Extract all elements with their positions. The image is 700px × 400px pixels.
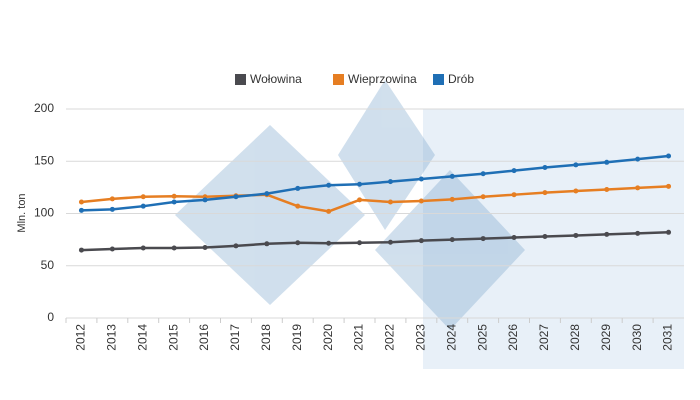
data-point <box>357 181 363 187</box>
data-point <box>109 196 115 202</box>
data-point <box>295 203 301 209</box>
data-point <box>480 171 486 177</box>
data-point <box>264 241 270 247</box>
data-point <box>202 244 208 250</box>
data-point <box>635 230 641 236</box>
data-point <box>542 233 548 239</box>
data-point <box>109 246 115 252</box>
data-point <box>511 192 517 198</box>
data-point <box>78 207 84 213</box>
x-tick-label: 2027 <box>537 324 551 351</box>
data-point <box>78 247 84 253</box>
data-point <box>604 186 610 192</box>
y-tick-label: 0 <box>47 310 54 324</box>
data-point <box>140 245 146 251</box>
data-point <box>542 165 548 171</box>
data-point <box>387 199 393 205</box>
legend-swatch <box>333 74 344 85</box>
data-point <box>233 243 239 249</box>
x-tick-label: 2015 <box>166 324 180 351</box>
data-point <box>635 185 641 191</box>
data-point <box>449 173 455 179</box>
data-point <box>326 240 332 246</box>
data-point <box>666 153 672 159</box>
data-point <box>109 206 115 212</box>
data-point <box>635 156 641 162</box>
data-point <box>140 194 146 200</box>
x-tick-label: 2017 <box>228 324 242 351</box>
data-point <box>418 176 424 182</box>
data-point <box>604 159 610 165</box>
data-point <box>357 240 363 246</box>
x-tick-label: 2013 <box>105 324 119 351</box>
data-point <box>357 197 363 203</box>
data-point <box>449 196 455 202</box>
data-point <box>511 235 517 241</box>
data-point <box>449 237 455 243</box>
data-point <box>418 198 424 204</box>
data-point <box>418 238 424 244</box>
y-tick-label: 50 <box>41 258 55 272</box>
data-point <box>387 239 393 245</box>
legend-label: Wołowina <box>250 72 302 86</box>
data-point <box>666 229 672 235</box>
data-point <box>480 236 486 242</box>
legend-swatch <box>433 74 444 85</box>
data-point <box>480 194 486 200</box>
x-tick-label: 2024 <box>444 324 458 351</box>
x-tick-label: 2022 <box>383 324 397 351</box>
x-tick-label: 2021 <box>352 324 366 351</box>
data-point <box>387 179 393 185</box>
legend-label: Drób <box>448 72 474 86</box>
data-point <box>666 183 672 189</box>
data-point <box>542 190 548 196</box>
data-point <box>202 197 208 203</box>
series-line <box>81 185 669 213</box>
x-tick-label: 2028 <box>568 324 582 351</box>
watermark <box>175 80 525 330</box>
x-tick-label: 2025 <box>475 324 489 351</box>
data-point <box>233 194 239 200</box>
data-point <box>511 168 517 174</box>
x-tick-label: 2023 <box>414 324 428 351</box>
legend-swatch <box>235 74 246 85</box>
data-point <box>573 162 579 168</box>
legend-label: Wieprzowina <box>348 72 417 86</box>
data-point <box>573 232 579 238</box>
data-point <box>171 199 177 205</box>
x-tick-label: 2018 <box>259 324 273 351</box>
x-tick-label: 2026 <box>506 324 520 351</box>
data-point <box>604 231 610 237</box>
data-point <box>171 245 177 251</box>
y-tick-label: 100 <box>34 206 54 220</box>
data-point <box>326 208 332 214</box>
x-tick-label: 2019 <box>290 324 304 351</box>
data-point <box>295 240 301 246</box>
x-tick-label: 2012 <box>74 324 88 351</box>
x-tick-label: 2029 <box>599 324 613 351</box>
x-tick-label: 2030 <box>630 324 644 351</box>
x-tick-label: 2031 <box>661 324 675 351</box>
x-tick-label: 2014 <box>135 324 149 351</box>
data-point <box>140 203 146 209</box>
series-line <box>81 231 669 252</box>
x-tick-label: 2016 <box>197 324 211 351</box>
y-axis-label: Mln. ton <box>16 193 28 232</box>
data-point <box>295 185 301 191</box>
data-point <box>264 191 270 197</box>
y-tick-label: 200 <box>34 101 54 115</box>
series-line <box>81 154 669 212</box>
x-tick-label: 2020 <box>321 324 335 351</box>
y-tick-label: 150 <box>34 153 54 167</box>
data-point <box>171 193 177 199</box>
data-point <box>326 182 332 188</box>
data-point <box>78 199 84 205</box>
data-point <box>573 188 579 194</box>
